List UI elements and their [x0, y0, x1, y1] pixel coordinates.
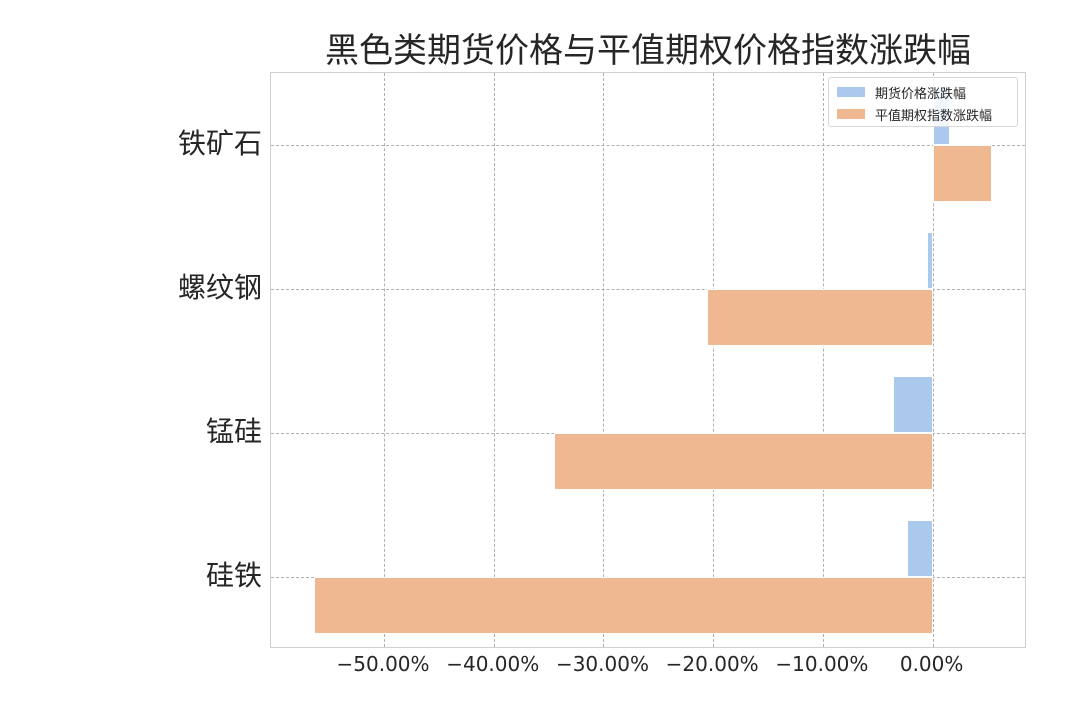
x-gridline [603, 73, 605, 647]
legend-swatch-futures [837, 87, 865, 97]
legend: 期货价格涨跌幅 平值期权指数涨跌幅 [828, 77, 1018, 127]
x-gridline [493, 73, 495, 647]
x-tick-label: −40.00% [446, 652, 540, 676]
bar-options [932, 145, 992, 202]
legend-label-futures: 期货价格涨跌幅 [875, 86, 967, 102]
x-tick-label: −30.00% [555, 652, 649, 676]
plot-area [270, 72, 1026, 648]
legend-swatch-options [837, 109, 865, 119]
y-tick-label: 锰硅 [205, 415, 262, 448]
bar-options [554, 433, 933, 490]
x-gridline [822, 73, 824, 647]
chart-title: 黑色类期货价格与平值期权价格指数涨跌幅 [325, 31, 971, 71]
legend-item-options: 平值期权指数涨跌幅 [837, 105, 993, 124]
bar-futures [927, 232, 933, 289]
x-tick-label: −50.00% [336, 652, 430, 676]
x-tick-label: −10.00% [775, 652, 869, 676]
y-gridline [271, 145, 1025, 146]
x-gridline [713, 73, 715, 647]
bar-futures [907, 520, 933, 577]
bar-options [313, 577, 933, 634]
y-tick-label: 铁矿石 [177, 127, 262, 160]
y-tick-label: 硅铁 [205, 559, 262, 592]
y-tick-label: 螺纹钢 [177, 271, 262, 304]
y-gridline [271, 289, 1025, 290]
x-gridline [932, 73, 934, 647]
legend-label-options: 平值期权指数涨跌幅 [875, 108, 993, 124]
x-gridline [384, 73, 386, 647]
bar-options [706, 289, 933, 346]
bar-futures [893, 376, 933, 433]
x-tick-label: 0.00% [899, 652, 964, 676]
legend-item-futures: 期货价格涨跌幅 [837, 83, 967, 102]
x-tick-label: −20.00% [665, 652, 759, 676]
